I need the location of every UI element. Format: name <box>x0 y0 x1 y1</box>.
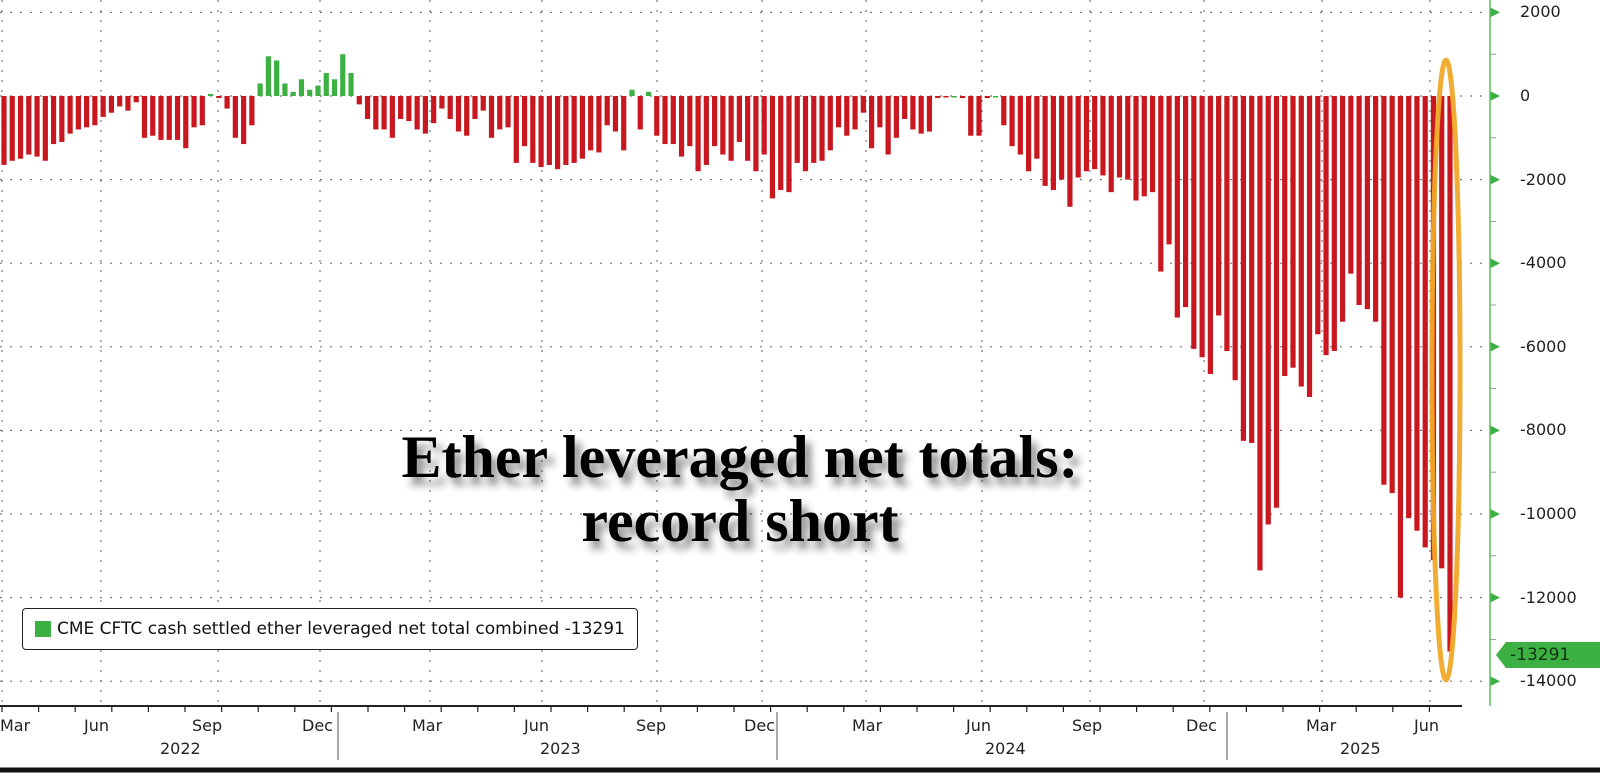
x-tick-label: Mar <box>412 716 443 735</box>
legend-label: CME CFTC cash settled ether leveraged ne… <box>57 619 625 639</box>
x-tick-label: Mar <box>1306 716 1337 735</box>
x-tick-label: Mar <box>0 716 31 735</box>
x-tick-label: Sep <box>636 716 667 735</box>
x-tick-label: Jun <box>84 716 109 735</box>
y-tick-label: -4000 <box>1520 253 1567 273</box>
x-tick-label: Jun <box>966 716 991 735</box>
y-tick-label: -6000 <box>1520 336 1567 356</box>
x-year-label: 2025 <box>1340 739 1381 758</box>
x-tick-label: Mar <box>852 716 883 735</box>
highlight-ellipse <box>1429 57 1463 683</box>
chart-title: Ether leveraged net totals: record short <box>330 425 1150 553</box>
x-tick-label: Dec <box>744 716 775 735</box>
x-tick-label: Sep <box>1072 716 1103 735</box>
x-tick-label: Jun <box>524 716 549 735</box>
x-year-label: 2023 <box>540 739 581 758</box>
x-tick-label: Dec <box>302 716 333 735</box>
y-tick-label: -8000 <box>1520 420 1567 440</box>
legend: CME CFTC cash settled ether leveraged ne… <box>22 608 638 650</box>
legend-swatch-icon <box>35 621 51 637</box>
last-value-label: -13291 <box>1510 645 1571 665</box>
title-line-1: Ether leveraged net totals: <box>401 424 1079 490</box>
x-tick-label: Dec <box>1186 716 1217 735</box>
title-line-2: record short <box>581 488 899 554</box>
y-tick-label: -10000 <box>1520 504 1577 523</box>
bars <box>1 54 1453 652</box>
x-year-label: 2022 <box>160 739 201 758</box>
x-tick-label: Sep <box>192 716 223 735</box>
y-tick-label: 2000 <box>1520 2 1561 22</box>
x-tick-label: Jun <box>1414 716 1439 735</box>
y-tick-label: -2000 <box>1520 169 1567 189</box>
y-tick-label: -14000 <box>1520 671 1577 691</box>
y-tick-label: 0 <box>1520 86 1531 105</box>
y-tick-label: -12000 <box>1520 587 1577 607</box>
last-value-badge: -13291 <box>1496 642 1600 668</box>
x-year-label: 2024 <box>985 739 1026 758</box>
